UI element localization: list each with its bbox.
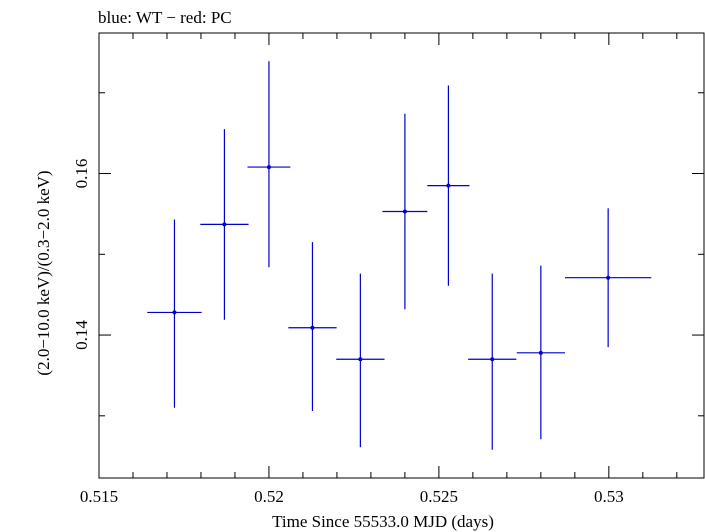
x-tick-label: 0.53 xyxy=(594,487,624,506)
y-tick-label: 0.16 xyxy=(72,159,91,189)
x-axis-label: Time Since 55533.0 MJD (days) xyxy=(272,512,494,531)
y-axis-label: (2.0−10.0 keV)/(0.3−2.0 keV) xyxy=(34,170,53,375)
data-point xyxy=(516,265,565,440)
data-points xyxy=(147,61,652,450)
data-point xyxy=(247,61,291,268)
y-tick-label: 0.14 xyxy=(72,320,91,350)
data-point xyxy=(468,273,517,450)
data-point xyxy=(427,85,470,286)
x-tick-label: 0.525 xyxy=(420,487,458,506)
axis-tick-labels: 0.515 0.52 0.525 0.53 0.14 0.16 xyxy=(72,159,624,506)
x-tick-label: 0.515 xyxy=(80,487,118,506)
point-marker xyxy=(490,357,495,362)
point-marker xyxy=(446,183,451,188)
data-point xyxy=(288,242,337,411)
point-marker xyxy=(358,357,363,362)
x-tick-label: 0.52 xyxy=(254,487,284,506)
plot-frame xyxy=(98,32,705,479)
data-point xyxy=(336,273,385,448)
chart-title: blue: WT − red: PC xyxy=(98,8,232,27)
point-marker xyxy=(310,325,315,330)
data-point xyxy=(200,129,249,320)
point-marker xyxy=(172,310,177,315)
data-point xyxy=(564,208,652,348)
point-marker xyxy=(606,275,611,280)
data-point xyxy=(382,113,428,310)
axis-ticks xyxy=(98,33,704,478)
point-marker xyxy=(402,209,407,214)
point-marker xyxy=(266,165,271,170)
data-point xyxy=(147,219,202,408)
point-marker xyxy=(222,222,227,227)
point-marker xyxy=(538,350,543,355)
